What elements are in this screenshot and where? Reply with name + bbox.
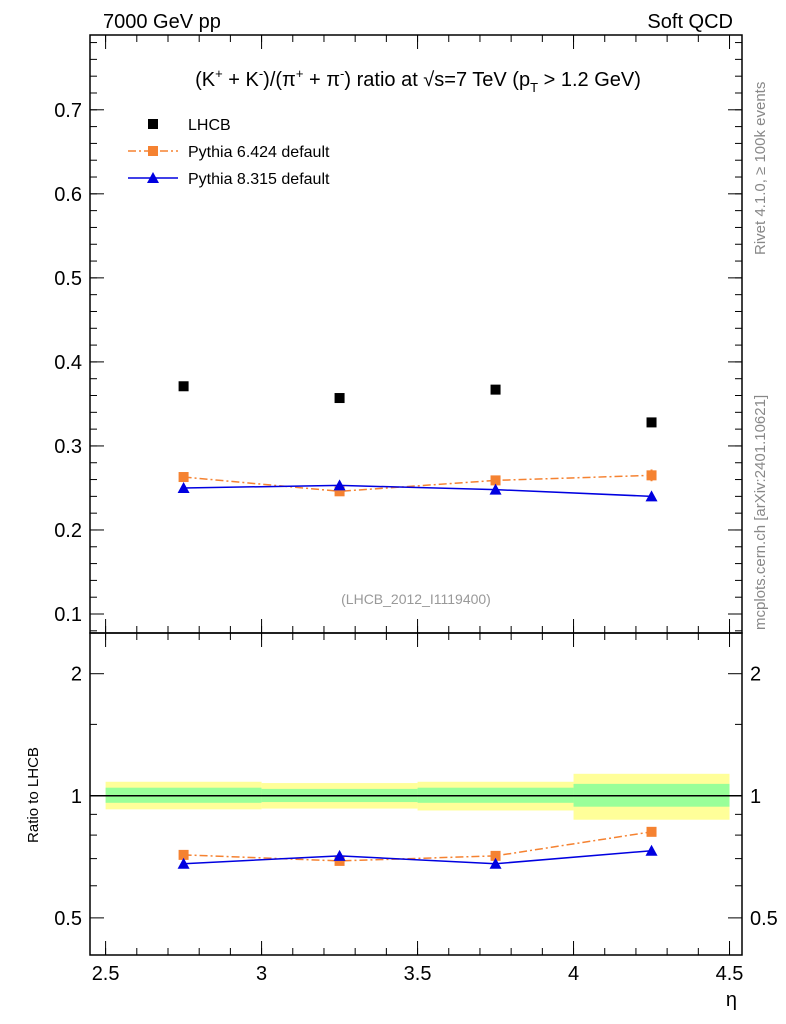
main-data-point [334,486,345,497]
mcplots-label: mcplots.cern.ch [arXiv:2401.10621] [752,395,769,630]
main-series-line [183,474,652,493]
y-tick-label: 0.3 [54,436,82,458]
main-data-point [178,381,189,392]
main-data-point [490,384,501,395]
x-tick-label: 2.5 [92,963,120,985]
ratio-y-tick-label: 1 [71,786,82,808]
main-data-point [178,472,189,483]
header-left: 7000 GeV pp [103,11,221,33]
legend-marker [148,119,158,129]
main-data-point [646,417,657,428]
main-data-point [177,481,190,493]
main-series-line [183,484,652,498]
header-right: Soft QCD [647,11,733,33]
ratio-data-point [334,855,345,866]
main-data-point [489,483,502,495]
ratio-data-point [333,849,346,861]
ratio-data-point [646,826,657,837]
legend-label: LHCB [188,117,231,134]
ratio-data-point [177,857,190,869]
ratio-data-point [645,844,658,856]
ratio-series-line [183,831,652,862]
legend-marker [147,172,159,183]
legend-marker [148,146,158,156]
ratio-data-point [490,850,501,861]
ratio-y-tick-label: 0.5 [54,908,82,930]
chart-title: (K+ + K-)/(π+ + π-) ratio at √s=7 TeV (p… [195,66,641,95]
ratio-y-tick-label-right: 1 [750,786,761,808]
main-data-point [490,475,501,486]
main-data-point [333,479,346,491]
y-tick-label: 0.2 [54,520,82,542]
ratio-y-tick-label-right: 2 [750,664,761,686]
ratio-y-tick-label-right: 0.5 [750,908,778,930]
x-tick-label: 4.5 [716,963,744,985]
ratio-ylabel: Ratio to LHCB [25,747,42,843]
legend-label: Pythia 8.315 default [188,171,330,188]
y-tick-label: 0.5 [54,268,82,290]
legend-label: Pythia 6.424 default [188,144,330,161]
x-axis-label: η [726,989,737,1011]
main-data-point [334,393,345,404]
ratio-series-line [183,849,652,865]
ratio-data-point [489,857,502,869]
main-data-point [646,470,657,481]
x-tick-label: 3.5 [404,963,432,985]
ratio-y-tick-label: 2 [71,664,82,686]
y-tick-label: 0.4 [54,352,82,374]
rivet-label: Rivet 4.1.0, ≥ 100k events [752,82,769,255]
y-tick-label: 0.6 [54,184,82,206]
legend: LHCB Pythia 6.424 default Pythia 8.315 def… [128,117,330,188]
y-tick-label: 0.7 [54,100,82,122]
ratio-frame [89,632,743,956]
y-tick-label: 0.1 [54,604,82,626]
x-tick-label: 3 [256,963,267,985]
ratio-data-point [178,849,189,860]
x-tick-label: 4 [568,963,579,985]
analysis-watermark: (LHCB_2012_I1119400) [341,591,491,607]
main-data-point [645,490,658,502]
